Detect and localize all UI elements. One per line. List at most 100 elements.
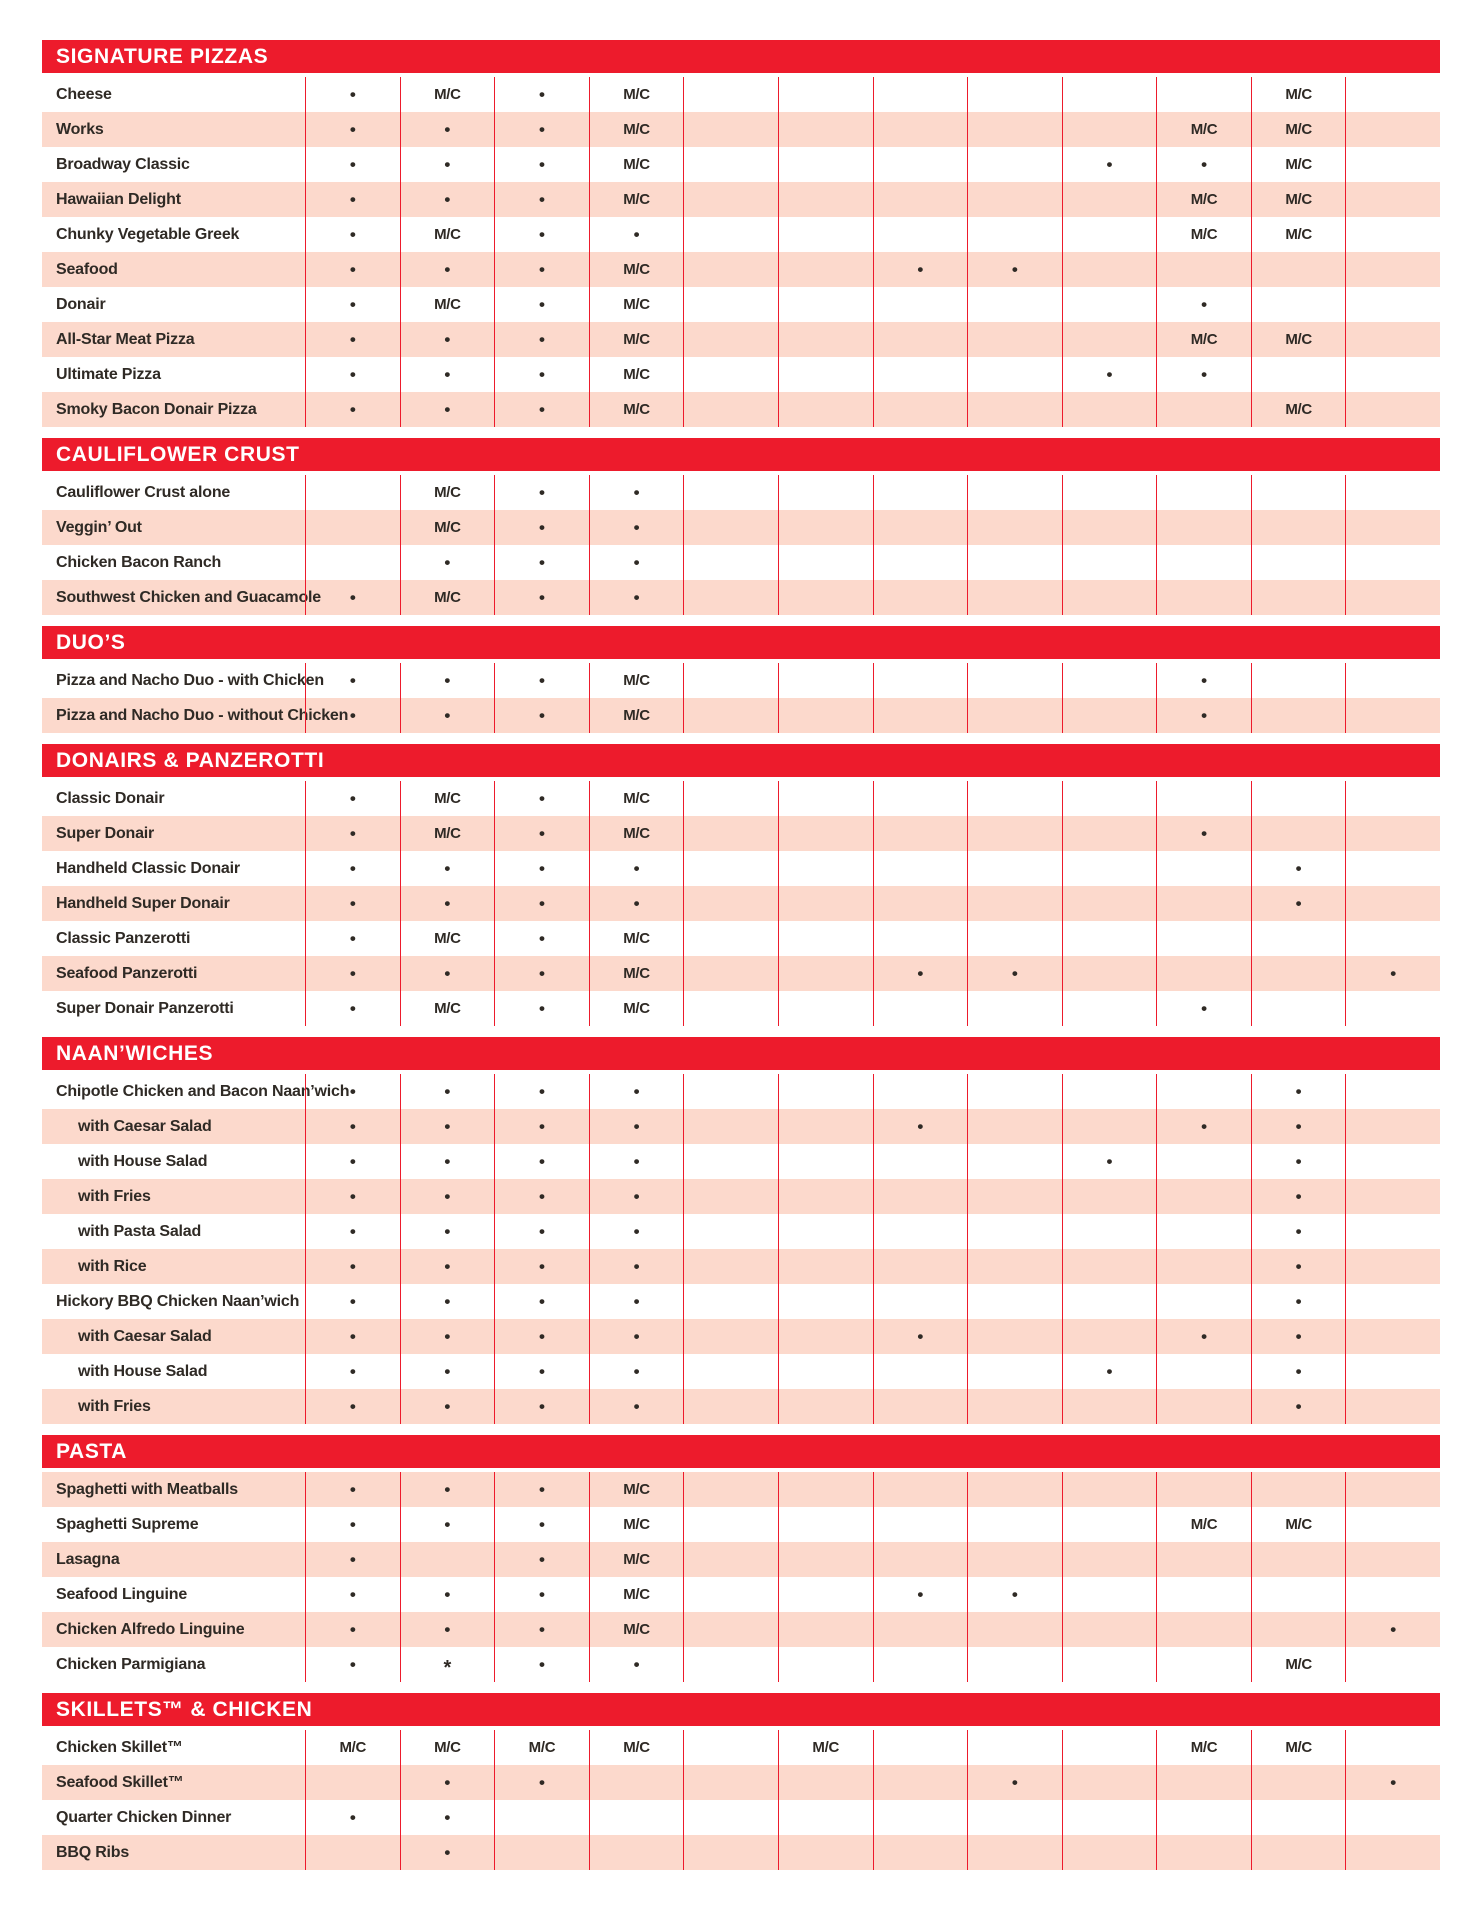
row-label: with House Salad — [78, 1152, 208, 1170]
mark-cell-col8 — [967, 147, 1062, 182]
row-label: Hawaiian Delight — [56, 190, 181, 208]
mark-cell-col11: • — [1250, 1249, 1346, 1284]
mark-cell-col6 — [777, 217, 873, 252]
dot-mark: • — [1201, 365, 1208, 384]
mark-cell-col6 — [777, 182, 873, 217]
dot-mark: • — [633, 553, 640, 572]
mark-cell-col7 — [872, 1612, 968, 1647]
dot-mark: • — [444, 553, 451, 572]
table-row: Chipotle Chicken and Bacon Naan’wich • • • •… — [42, 1074, 1440, 1109]
mark-cell-col6 — [777, 1284, 873, 1319]
mc-mark: M/C — [1285, 1516, 1312, 1533]
mark-cell-col12 — [1345, 1730, 1440, 1765]
mc-mark: M/C — [623, 261, 650, 278]
mark-cell-col3: • — [494, 545, 589, 580]
mark-cell-col9 — [1061, 1765, 1157, 1800]
mark-cell-col3: • — [494, 1542, 589, 1577]
mark-cell-col11: • — [1250, 1214, 1346, 1249]
dot-mark: • — [349, 1362, 356, 1381]
mark-cell-col6 — [777, 1612, 873, 1647]
mark-cell-col7 — [872, 886, 968, 921]
mark-cell-col3: • — [494, 1765, 589, 1800]
mark-cell-col1: • — [305, 112, 400, 147]
mark-cell-col1: • — [305, 217, 400, 252]
mark-cell-col2: M/C — [399, 1730, 495, 1765]
mark-cell-col12 — [1345, 698, 1440, 733]
mark-cell-col4: • — [588, 1109, 684, 1144]
mark-cell-col6 — [777, 991, 873, 1026]
dot-mark: • — [1106, 155, 1113, 174]
dot-mark: • — [444, 1187, 451, 1206]
mark-cell-col6 — [777, 1765, 873, 1800]
mark-cell-col1: • — [305, 1109, 400, 1144]
dot-mark: • — [444, 706, 451, 725]
mark-cell-col4: • — [588, 217, 684, 252]
dot-mark: • — [1295, 1397, 1302, 1416]
dot-mark: • — [1390, 1620, 1397, 1639]
mark-cell-col1: • — [305, 698, 400, 733]
mark-cell-col3: • — [494, 77, 589, 112]
mc-mark: M/C — [1285, 331, 1312, 348]
mark-cell-col9 — [1061, 1730, 1157, 1765]
mark-cell-col4: M/C — [588, 392, 684, 427]
dot-mark: • — [1201, 155, 1208, 174]
mc-mark: M/C — [623, 1516, 650, 1533]
mark-cell-col12: • — [1345, 956, 1440, 991]
row-label: Quarter Chicken Dinner — [56, 1808, 232, 1826]
dot-mark: • — [538, 1620, 545, 1639]
mark-cell-col11: • — [1250, 1179, 1346, 1214]
mark-cell-col1: • — [305, 781, 400, 816]
mark-cell-col7 — [872, 1074, 968, 1109]
mark-cell-col9 — [1061, 851, 1157, 886]
mark-cell-col11: M/C — [1250, 392, 1346, 427]
table-row: Cauliflower Crust alone M/C • • — [42, 475, 1440, 510]
dot-mark: • — [1295, 1257, 1302, 1276]
mark-cell-col3: • — [494, 991, 589, 1026]
mc-mark: M/C — [1285, 156, 1312, 173]
mark-cell-col3: • — [494, 1249, 589, 1284]
row-label: with Pasta Salad — [78, 1222, 202, 1240]
mark-cell-col1: • — [305, 1179, 400, 1214]
mark-cell-col1: • — [305, 357, 400, 392]
table-row: Chunky Vegetable Greek • M/C • • M/C M/C — [42, 217, 1440, 252]
table-row: with Caesar Salad • • • • • • • — [42, 1319, 1440, 1354]
dot-mark: • — [349, 1620, 356, 1639]
row-label: Chicken Skillet™ — [56, 1738, 183, 1756]
mc-mark: M/C — [623, 401, 650, 418]
mark-cell-col4: • — [588, 1389, 684, 1424]
mark-cell-col3: • — [494, 322, 589, 357]
mark-cell-col2: • — [399, 1319, 495, 1354]
mark-cell-col1: M/C — [305, 1730, 400, 1765]
dot-mark: • — [444, 1292, 451, 1311]
mark-cell-col11: • — [1250, 1354, 1346, 1389]
mark-cell-col8 — [967, 1144, 1062, 1179]
mark-cell-col7 — [872, 1647, 968, 1682]
mark-cell-col3: • — [494, 851, 589, 886]
mark-cell-col5 — [683, 1472, 778, 1507]
mark-cell-col11 — [1250, 991, 1346, 1026]
dot-mark: • — [444, 671, 451, 690]
mark-cell-col5 — [683, 545, 778, 580]
mark-cell-col11 — [1250, 1800, 1346, 1835]
table-row: with House Salad • • • • • • — [42, 1354, 1440, 1389]
dot-mark: • — [349, 1117, 356, 1136]
mark-cell-col5 — [683, 1389, 778, 1424]
dot-mark: • — [1295, 894, 1302, 913]
mark-cell-col4: • — [588, 1074, 684, 1109]
table-row: with Pasta Salad • • • • • — [42, 1214, 1440, 1249]
dot-mark: • — [1106, 1362, 1113, 1381]
mark-cell-col2: • — [399, 392, 495, 427]
row-label: Donair — [56, 295, 106, 313]
table-row: Spaghetti with Meatballs • • • M/C — [42, 1472, 1440, 1507]
mark-cell-col1: • — [305, 1249, 400, 1284]
dot-mark: • — [349, 1327, 356, 1346]
mark-cell-col5 — [683, 217, 778, 252]
mark-cell-col12 — [1345, 77, 1440, 112]
mark-cell-col5 — [683, 1507, 778, 1542]
mark-cell-col2: M/C — [399, 475, 495, 510]
mark-cell-col5 — [683, 147, 778, 182]
dot-mark: • — [538, 518, 545, 537]
mark-cell-col3: • — [494, 357, 589, 392]
row-label: Classic Panzerotti — [56, 929, 191, 947]
dot-mark: • — [538, 330, 545, 349]
